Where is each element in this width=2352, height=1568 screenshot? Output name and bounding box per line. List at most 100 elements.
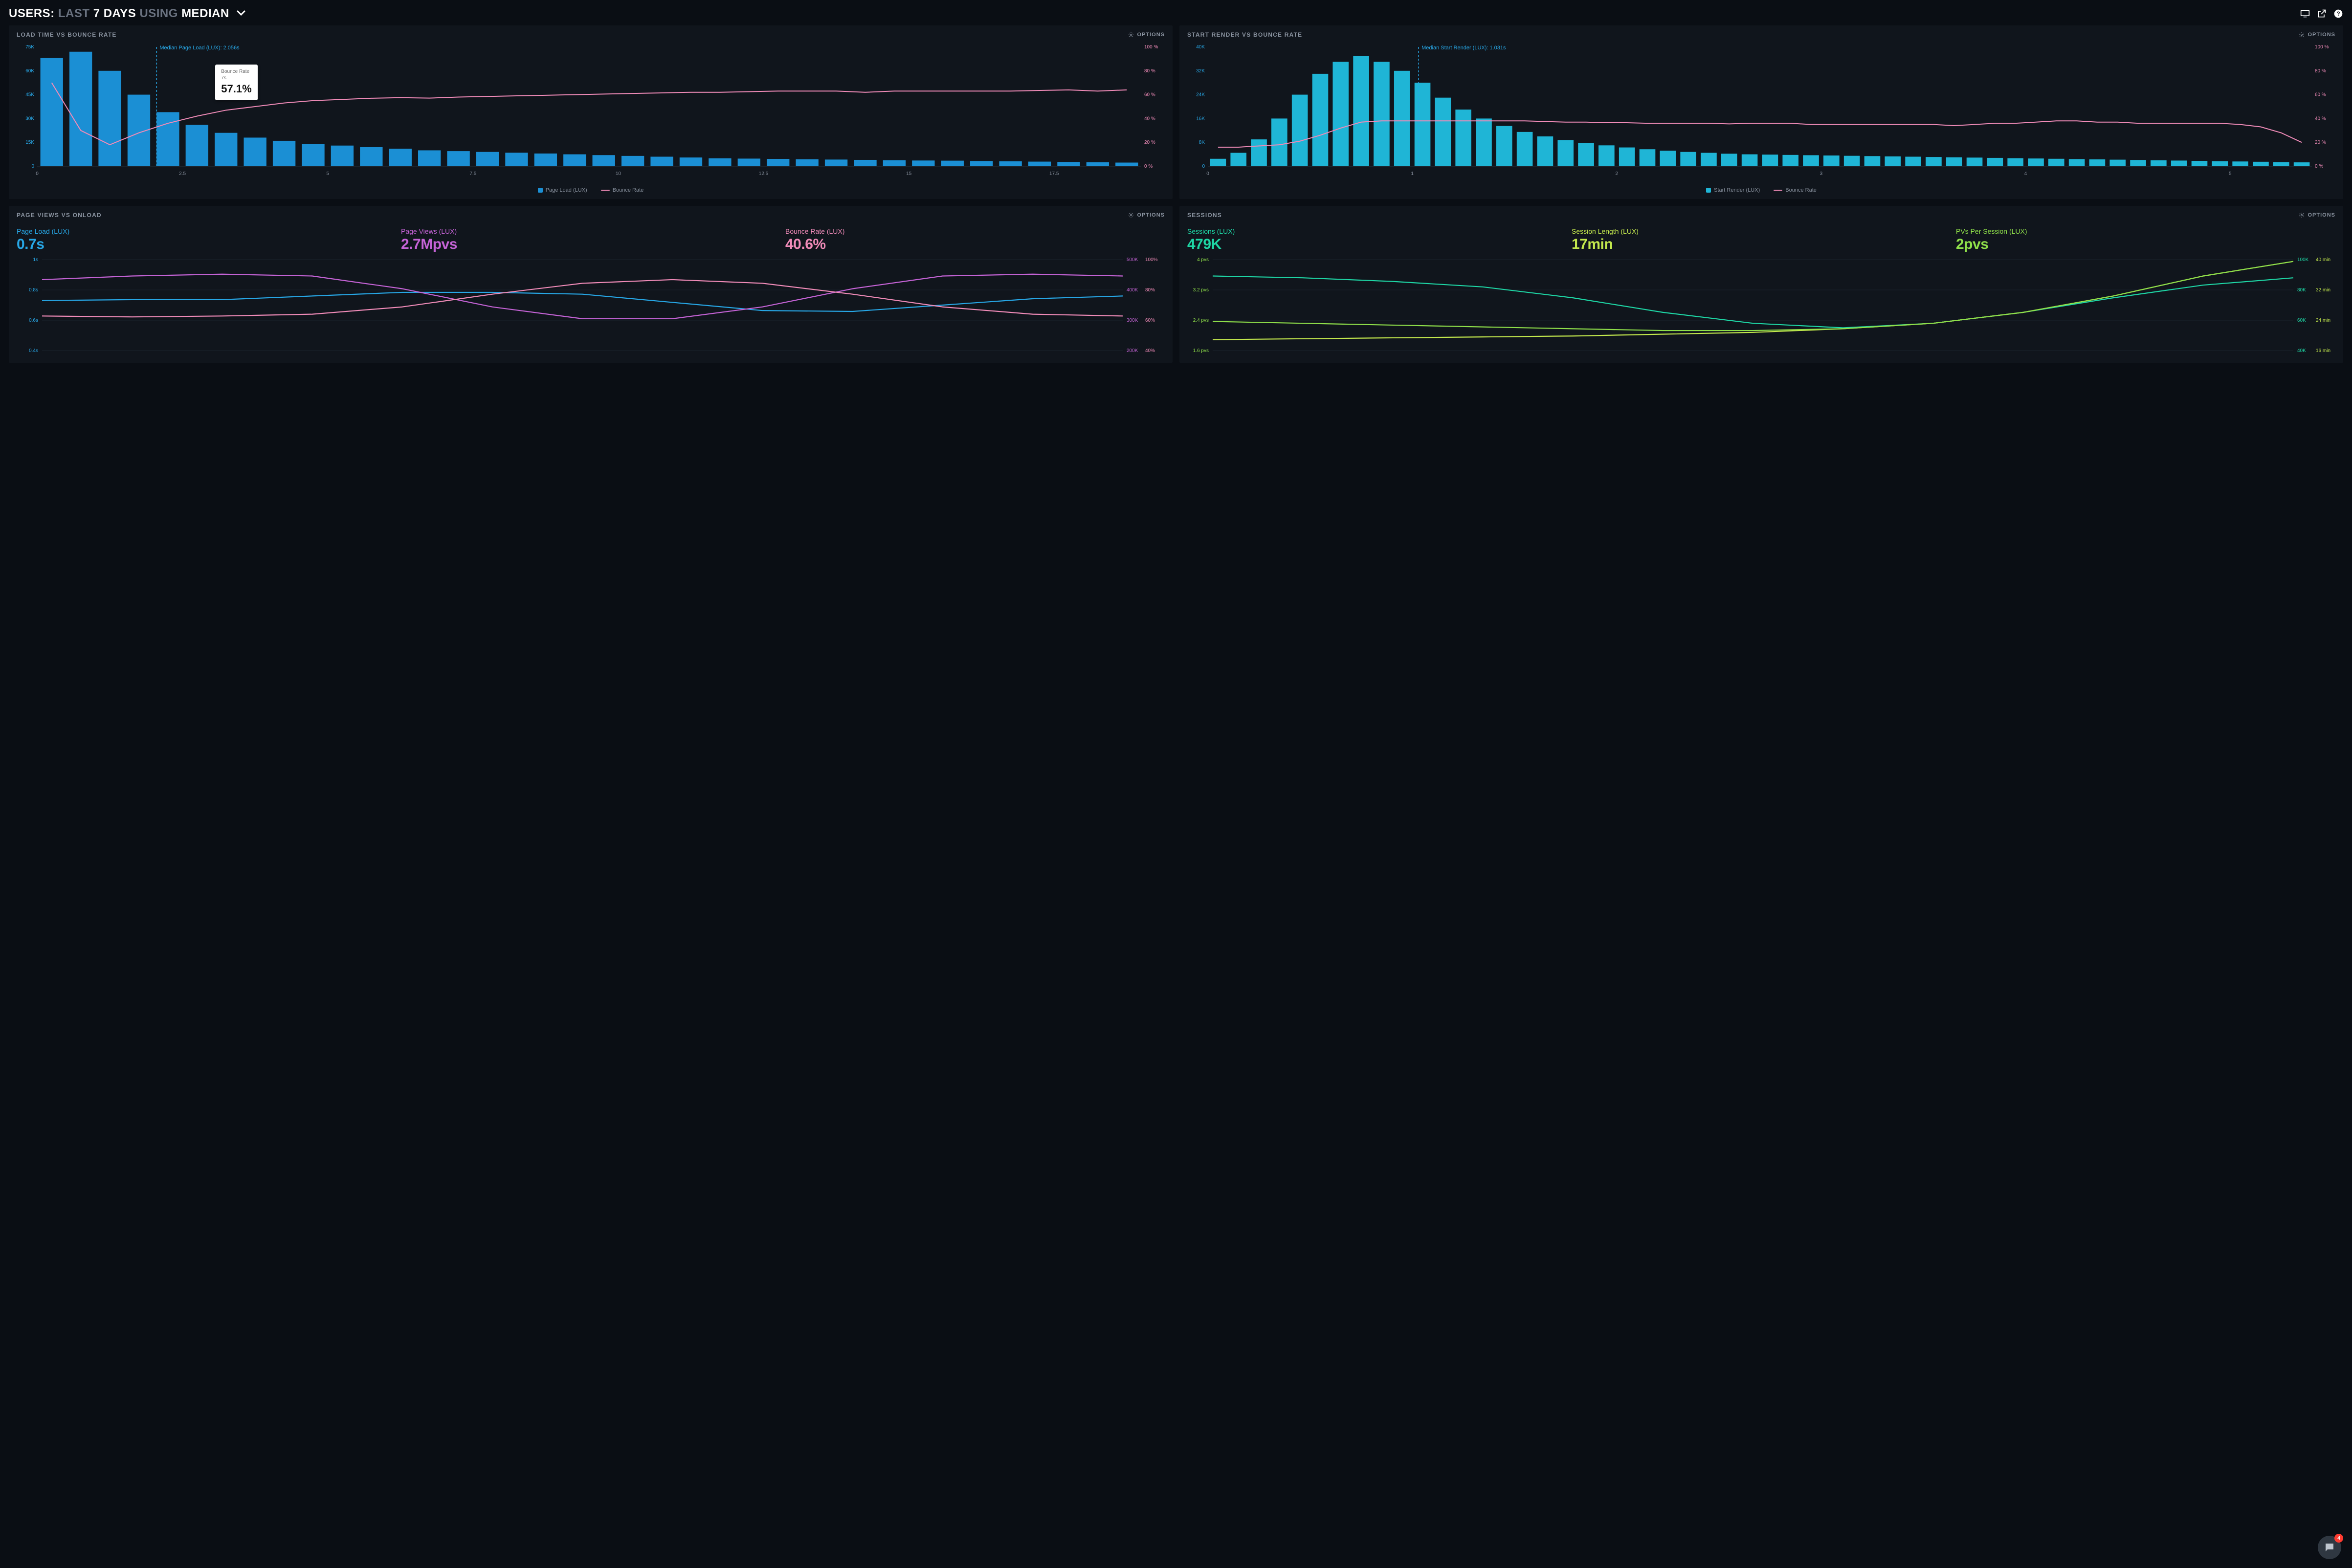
- svg-text:10: 10: [616, 171, 621, 177]
- options-button[interactable]: OPTIONS: [2299, 212, 2335, 218]
- tooltip-value: 57.1%: [221, 82, 251, 96]
- svg-text:?: ?: [2336, 11, 2340, 17]
- legend-line-label: Bounce Rate: [1785, 187, 1817, 193]
- metric-label: PVs Per Session (LUX): [1956, 227, 2335, 235]
- chevron-down-icon[interactable]: [237, 8, 245, 19]
- page-title[interactable]: USERS: LAST 7 DAYS USING MEDIAN: [9, 7, 245, 21]
- svg-text:32K: 32K: [1196, 68, 1205, 74]
- panel-title: LOAD TIME VS BOUNCE RATE: [17, 31, 117, 38]
- legend-square-icon: [538, 188, 543, 193]
- svg-text:2.4 pvs: 2.4 pvs: [1193, 318, 1209, 323]
- help-icon[interactable]: ?: [2333, 9, 2343, 19]
- options-button[interactable]: OPTIONS: [1128, 32, 1165, 38]
- dashboard-grid: LOAD TIME VS BOUNCE RATE OPTIONS Median …: [9, 25, 2343, 363]
- options-label: OPTIONS: [2308, 32, 2335, 38]
- tooltip-label2: 7s: [221, 75, 251, 81]
- svg-text:1s: 1s: [33, 257, 38, 263]
- svg-text:2: 2: [1616, 171, 1619, 177]
- svg-text:80 %: 80 %: [2315, 68, 2326, 74]
- options-button[interactable]: OPTIONS: [1128, 212, 1165, 218]
- svg-text:1: 1: [1411, 171, 1414, 177]
- svg-text:40 min: 40 min: [2316, 257, 2330, 263]
- svg-text:32 min: 32 min: [2316, 287, 2330, 293]
- svg-text:40K: 40K: [1196, 44, 1205, 50]
- sessions-chart-wrap: 1.6 pvs2.4 pvs3.2 pvs4 pvs40K60K80K100K1…: [1179, 257, 2343, 357]
- metric: Bounce Rate (LUX)40.6%: [785, 227, 1165, 253]
- svg-text:5: 5: [326, 171, 329, 177]
- header-actions: ?: [2300, 9, 2343, 19]
- svg-text:300K: 300K: [1127, 318, 1138, 323]
- svg-text:75K: 75K: [25, 44, 34, 50]
- metric-label: Page Load (LUX): [17, 227, 396, 235]
- chat-badge: 4: [2334, 1534, 2343, 1543]
- views-chart[interactable]: 0.4s0.6s0.8s1s200K300K400K500K40%60%80%1…: [17, 257, 1165, 354]
- svg-text:0.4s: 0.4s: [29, 348, 38, 353]
- svg-text:100 %: 100 %: [2315, 44, 2329, 50]
- svg-text:5: 5: [2229, 171, 2232, 177]
- panel-load-time: LOAD TIME VS BOUNCE RATE OPTIONS Median …: [9, 25, 1173, 199]
- legend-line: Bounce Rate: [1774, 187, 1817, 193]
- legend-line-icon: [1774, 190, 1782, 191]
- tooltip-label1: Bounce Rate: [221, 68, 251, 75]
- share-icon[interactable]: [2317, 9, 2327, 19]
- svg-text:15: 15: [906, 171, 912, 177]
- metric-value: 479K: [1187, 236, 1567, 253]
- options-button[interactable]: OPTIONS: [2299, 32, 2335, 38]
- svg-text:0: 0: [1202, 164, 1205, 169]
- svg-text:100%: 100%: [1145, 257, 1158, 263]
- gear-icon: [2299, 32, 2305, 38]
- start-chart-wrap: Median Start Render (LUX): 1.031s 08K16K…: [1179, 43, 2343, 182]
- svg-text:500K: 500K: [1127, 257, 1138, 263]
- metric-value: 17min: [1572, 236, 1951, 253]
- options-label: OPTIONS: [1137, 212, 1165, 218]
- svg-text:60K: 60K: [2297, 318, 2306, 323]
- metric: Page Load (LUX)0.7s: [17, 227, 396, 253]
- gear-icon: [2299, 212, 2305, 218]
- svg-text:0 %: 0 %: [2315, 164, 2323, 169]
- svg-text:0 %: 0 %: [1144, 164, 1153, 169]
- svg-text:100K: 100K: [2297, 257, 2309, 263]
- metric-label: Session Length (LUX): [1572, 227, 1951, 235]
- sessions-metrics: Sessions (LUX)479K Session Length (LUX)17…: [1179, 227, 2343, 253]
- svg-text:60K: 60K: [25, 68, 34, 74]
- svg-text:400K: 400K: [1127, 287, 1138, 293]
- svg-text:40%: 40%: [1145, 348, 1155, 353]
- sessions-chart[interactable]: 1.6 pvs2.4 pvs3.2 pvs4 pvs40K60K80K100K1…: [1187, 257, 2335, 354]
- svg-text:40 %: 40 %: [2315, 116, 2326, 121]
- svg-text:40K: 40K: [2297, 348, 2306, 353]
- metric-value: 2pvs: [1956, 236, 2335, 253]
- title-using: USING: [139, 7, 178, 20]
- metric: Sessions (LUX)479K: [1187, 227, 1567, 253]
- svg-text:4 pvs: 4 pvs: [1197, 257, 1209, 263]
- title-prefix: USERS:: [9, 7, 55, 20]
- svg-text:80K: 80K: [2297, 287, 2306, 293]
- median-label: Median Start Render (LUX): 1.031s: [1421, 45, 1506, 51]
- svg-text:12.5: 12.5: [759, 171, 769, 177]
- svg-text:3.2 pvs: 3.2 pvs: [1193, 287, 1209, 293]
- start-chart[interactable]: 08K16K24K32K40K0 %20 %40 %60 %80 %100 %0…: [1187, 43, 2335, 180]
- start-legend: Start Render (LUX) Bounce Rate: [1179, 187, 2343, 193]
- legend-bars: Start Render (LUX): [1706, 187, 1760, 193]
- metric-label: Sessions (LUX): [1187, 227, 1567, 235]
- legend-bars-label: Start Render (LUX): [1714, 187, 1760, 193]
- legend-square-icon: [1706, 188, 1711, 193]
- monitor-icon[interactable]: [2300, 9, 2310, 19]
- svg-text:8K: 8K: [1199, 140, 1205, 145]
- gear-icon: [1128, 32, 1134, 38]
- svg-text:60 %: 60 %: [2315, 92, 2326, 98]
- metric-value: 0.7s: [17, 236, 396, 253]
- bounce-tooltip: Bounce Rate 7s 57.1%: [215, 65, 257, 100]
- chat-icon: [2324, 1542, 2335, 1553]
- metric-label: Page Views (LUX): [401, 227, 780, 235]
- svg-text:0: 0: [36, 171, 39, 177]
- svg-text:17.5: 17.5: [1049, 171, 1059, 177]
- views-metrics: Page Load (LUX)0.7sPage Views (LUX)2.7Mp…: [9, 227, 1173, 253]
- legend-line-icon: [601, 190, 610, 191]
- chat-button[interactable]: 4: [2318, 1536, 2341, 1559]
- svg-text:0: 0: [31, 164, 34, 169]
- svg-text:30K: 30K: [25, 116, 34, 121]
- median-label: Median Page Load (LUX): 2.056s: [159, 45, 239, 51]
- svg-text:0.6s: 0.6s: [29, 318, 38, 323]
- load-chart[interactable]: 015K30K45K60K75K0 %20 %40 %60 %80 %100 %…: [17, 43, 1165, 180]
- svg-text:60 %: 60 %: [1144, 92, 1155, 98]
